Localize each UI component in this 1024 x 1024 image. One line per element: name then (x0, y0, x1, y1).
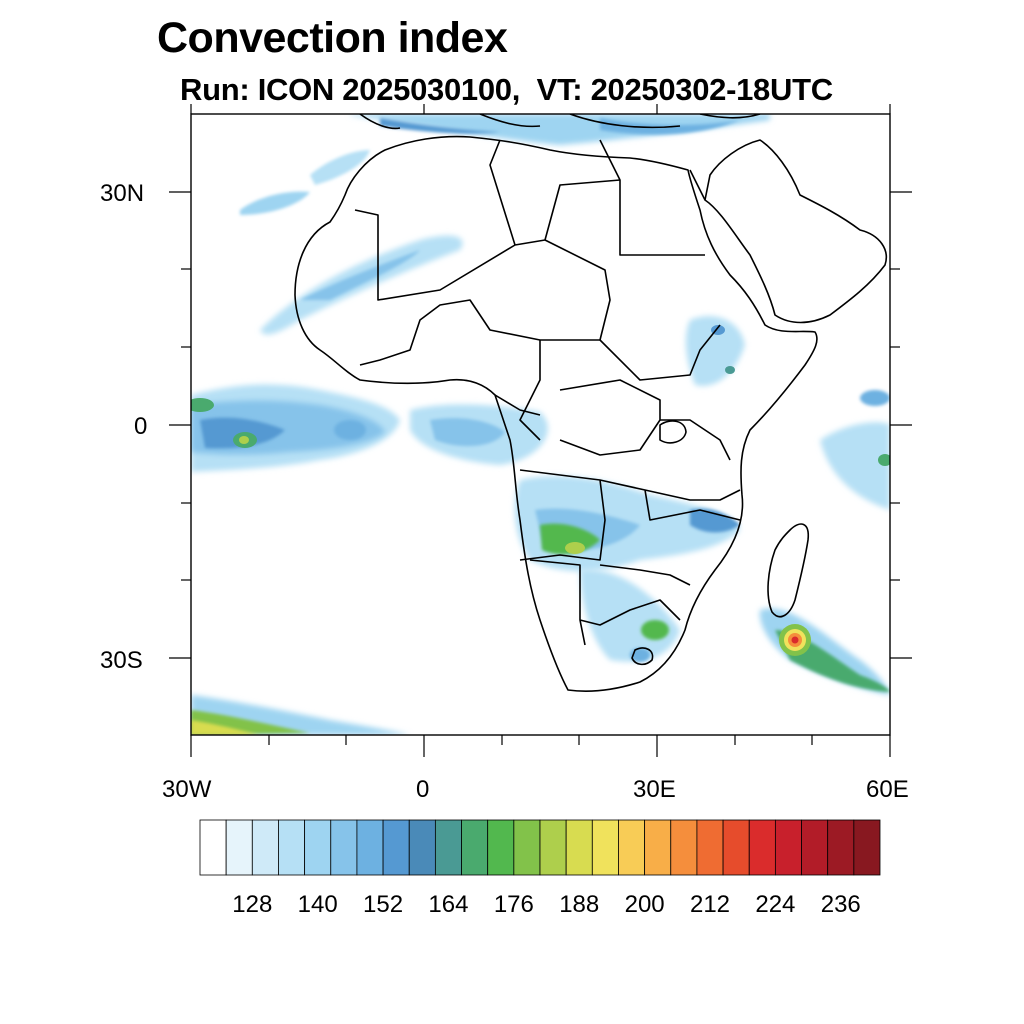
colorbar-swatch (827, 819, 855, 876)
lon-label-60e: 60E (866, 776, 909, 803)
lon-label-0: 0 (416, 776, 430, 803)
lat-label-30s: 30S (100, 647, 143, 674)
colorbar-tick-label: 224 (755, 891, 795, 918)
colorbar-tick-label: 236 (821, 891, 861, 918)
colorbar-swatch (748, 819, 776, 876)
colorbar-swatch (487, 819, 515, 876)
colorbar-tick-label: 212 (690, 891, 730, 918)
lon-label-30e: 30E (633, 776, 676, 803)
colorbar-swatch (696, 819, 724, 876)
lat-label-eq: 0 (134, 413, 148, 440)
colorbar (199, 819, 881, 876)
coastlines (294, 114, 887, 692)
map-subtitle: Run: ICON 2025030100, VT: 20250302-18UTC (180, 72, 833, 107)
colorbar-swatch (722, 819, 750, 876)
colorbar-tick-label: 140 (298, 891, 338, 918)
colorbar-swatch (356, 819, 384, 876)
colorbar-tick-label: 200 (625, 891, 665, 918)
colorbar-swatch (644, 819, 672, 876)
colorbar-swatch (199, 819, 227, 876)
colorbar-swatch (382, 819, 410, 876)
colorbar-swatch (434, 819, 462, 876)
colorbar-swatch (251, 819, 279, 876)
colorbar-swatch (225, 819, 253, 876)
colorbar-tick-label: 152 (363, 891, 403, 918)
colorbar-swatch (330, 819, 358, 876)
convection-field (191, 114, 890, 735)
colorbar-tick-label: 164 (428, 891, 468, 918)
map-title: Convection index (157, 14, 508, 62)
colorbar-swatch (408, 819, 436, 876)
colorbar-swatch (774, 819, 802, 876)
colorbar-swatch (670, 819, 698, 876)
colorbar-swatch (539, 819, 567, 876)
colorbar-swatch (618, 819, 646, 876)
colorbar-swatch (565, 819, 593, 876)
colorbar-swatch (461, 819, 489, 876)
colorbar-tick-label: 188 (559, 891, 599, 918)
colorbar-swatch (591, 819, 619, 876)
lat-label-30n: 30N (100, 180, 145, 207)
colorbar-swatch (801, 819, 829, 876)
colorbar-labels: 128 140 152 164 176 188 200 212 224 236 (232, 891, 861, 918)
lon-label-30w: 30W (162, 776, 212, 803)
colorbar-tick-label: 176 (494, 891, 534, 918)
colorbar-tick-label: 128 (232, 891, 272, 918)
colorbar-swatch (513, 819, 541, 876)
map-frame (169, 104, 912, 757)
colorbar-swatch (304, 819, 332, 876)
colorbar-swatch (853, 819, 881, 876)
colorbar-swatch (278, 819, 306, 876)
